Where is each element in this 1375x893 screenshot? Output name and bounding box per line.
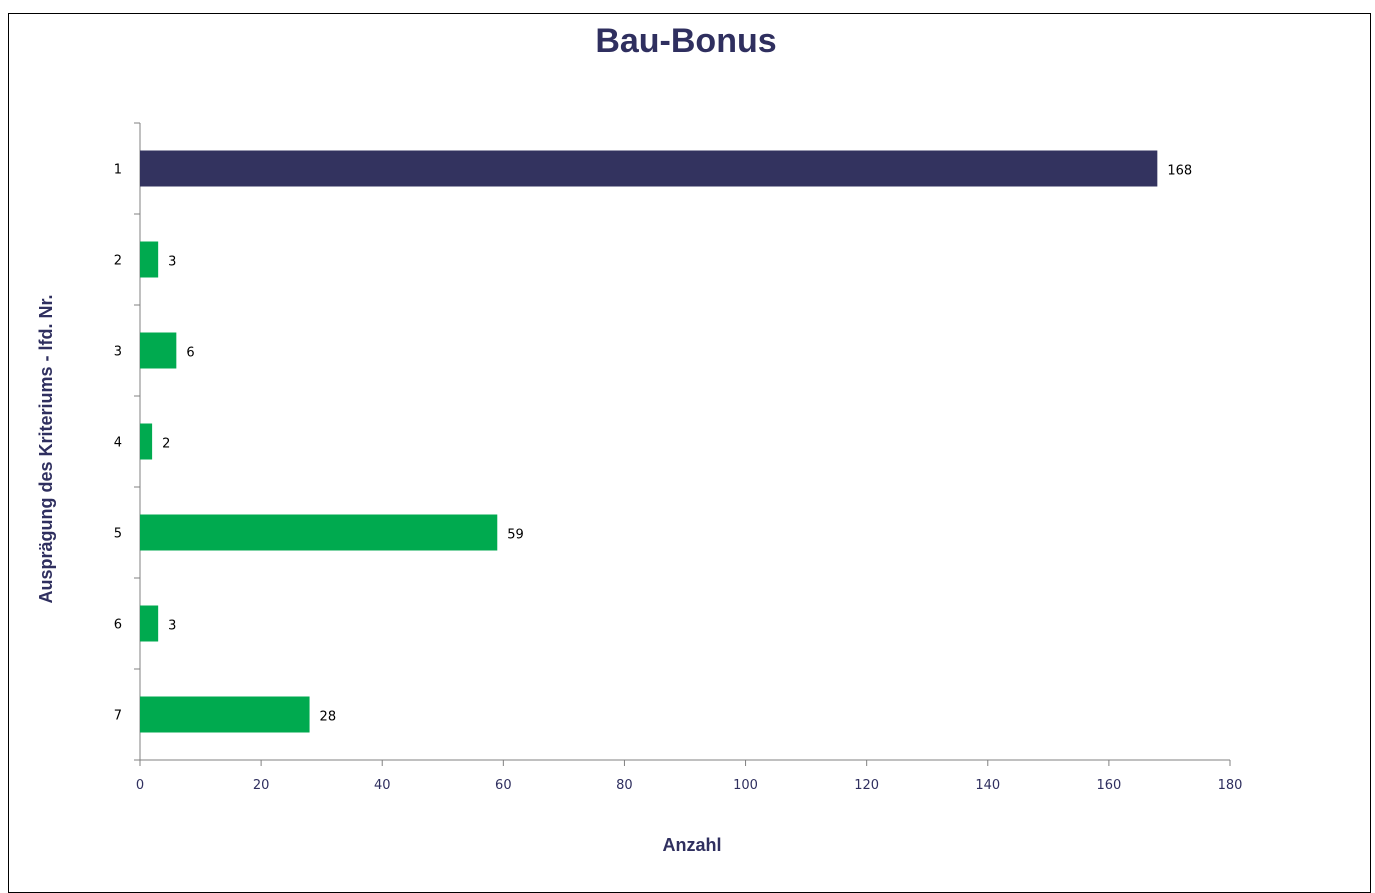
y-tick-label: 1	[114, 163, 122, 178]
data-label: 6	[186, 346, 194, 361]
x-tick-label: 180	[1218, 778, 1243, 793]
y-tick-label: 4	[114, 436, 122, 451]
data-label: 3	[168, 619, 176, 634]
y-tick-label: 5	[114, 527, 122, 542]
x-tick-label: 80	[616, 778, 633, 793]
x-axis-title: Anzahl	[662, 835, 721, 855]
x-tick-label: 40	[374, 778, 391, 793]
bar	[140, 150, 1158, 187]
x-tick-label: 60	[495, 778, 512, 793]
data-label: 3	[168, 255, 176, 270]
x-tick-label: 100	[733, 778, 758, 793]
bar	[140, 514, 498, 551]
y-tick-label: 6	[114, 618, 122, 633]
x-tick-label: 120	[854, 778, 879, 793]
x-tick-label: 20	[253, 778, 270, 793]
y-tick-label: 2	[114, 254, 122, 269]
bar	[140, 696, 310, 733]
chart-title: Bau-Bonus	[595, 22, 776, 60]
data-label: 168	[1167, 164, 1192, 179]
data-label: 28	[320, 710, 337, 725]
y-tick-label: 3	[114, 345, 122, 360]
data-label: 2	[162, 437, 170, 452]
x-tick-label: 0	[136, 778, 144, 793]
plot-area: 0 20 40 60 80 100 120 140 160 180 1 168 2 3 3 6 4 2 5 59 6 3 7…	[114, 122, 1243, 793]
bar	[140, 605, 159, 642]
bar	[140, 423, 153, 460]
y-tick-label: 7	[114, 709, 122, 724]
bar	[140, 241, 159, 278]
x-tick-label: 140	[975, 778, 1000, 793]
x-tick-label: 160	[1096, 778, 1121, 793]
y-axis-title: Ausprägung des Kriteriums - lfd. Nr.	[36, 294, 56, 603]
data-label: 59	[507, 528, 524, 543]
bar	[140, 332, 177, 369]
